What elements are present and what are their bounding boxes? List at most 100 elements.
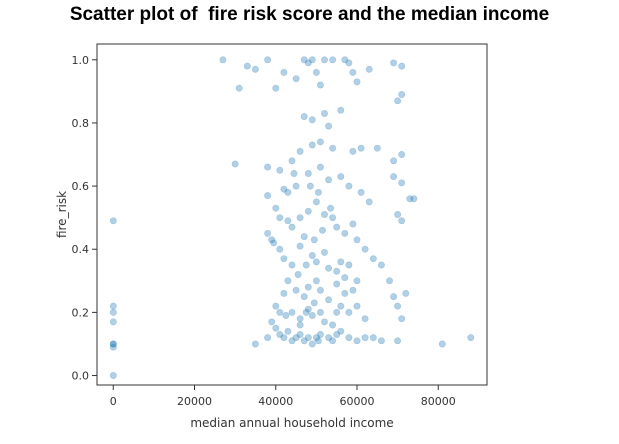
scatter-point	[284, 327, 292, 335]
scatter-point	[365, 198, 373, 206]
scatter-point	[282, 311, 290, 319]
x-axis-label: median annual household income	[190, 416, 393, 430]
scatter-point	[438, 340, 446, 348]
scatter-point	[337, 302, 345, 310]
scatter-point	[349, 68, 357, 76]
scatter-point	[365, 65, 373, 73]
scatter-point	[276, 308, 284, 316]
scatter-point	[341, 229, 349, 237]
scatter-point	[369, 334, 377, 342]
scatter-point	[292, 334, 300, 342]
scatter-point	[251, 65, 259, 73]
scatter-point	[357, 188, 365, 196]
scatter-point	[329, 337, 337, 345]
scatter-point	[308, 252, 316, 260]
plot-frame	[96, 43, 488, 386]
scatter-point	[264, 192, 272, 200]
scatter-point	[264, 334, 272, 342]
scatter-point	[341, 289, 349, 297]
scatter-point	[272, 324, 280, 332]
y-tick-label: 0.4	[72, 243, 90, 256]
scatter-point	[316, 286, 324, 294]
scatter-point	[268, 236, 276, 244]
scatter-point	[398, 217, 406, 225]
scatter-point	[357, 144, 365, 152]
scatter-point	[264, 163, 272, 171]
scatter-point	[304, 170, 312, 178]
scatter-point	[410, 195, 418, 203]
scatter-point	[316, 330, 324, 338]
scatter-point	[325, 264, 333, 272]
x-tick-label: 60000	[340, 395, 375, 408]
scatter-point	[109, 217, 117, 225]
data-points	[109, 56, 475, 379]
scatter-point	[308, 141, 316, 149]
scatter-point	[333, 223, 341, 231]
scatter-point	[398, 91, 406, 99]
scatter-point	[296, 330, 304, 338]
scatter-point	[320, 110, 328, 118]
scatter-point	[390, 293, 398, 301]
page-title: Scatter plot of fire risk score and the …	[69, 4, 550, 25]
scatter-point	[345, 334, 353, 342]
y-tick-label: 0.2	[72, 306, 90, 319]
scatter-point	[316, 163, 324, 171]
scatter-point	[361, 315, 369, 323]
scatter-point	[320, 248, 328, 256]
scatter-point	[394, 302, 402, 310]
x-tick-label: 0	[110, 395, 117, 408]
scatter-point	[345, 59, 353, 67]
scatter-point	[377, 261, 385, 269]
scatter-point	[280, 185, 288, 193]
scatter-point	[320, 211, 328, 219]
scatter-point	[327, 204, 335, 212]
scatter-point	[394, 337, 402, 345]
scatter-point	[304, 305, 312, 313]
scatter-point	[398, 151, 406, 159]
scatter-point	[316, 308, 324, 316]
scatter-point	[312, 277, 320, 285]
scatter-point	[398, 315, 406, 323]
y-tick-label: 0.6	[72, 180, 90, 193]
scatter-point	[272, 302, 280, 310]
scatter-point	[325, 296, 333, 304]
scatter-point	[219, 56, 227, 64]
x-tick-label: 40000	[258, 395, 293, 408]
scatter-point	[300, 56, 308, 64]
scatter-point	[235, 84, 243, 92]
scatter-point	[390, 59, 398, 67]
scatter-point	[304, 334, 312, 342]
scatter-point	[316, 81, 324, 89]
scatter-point	[308, 116, 316, 124]
y-tick-label: 0.0	[72, 370, 90, 383]
scatter-point	[316, 138, 324, 146]
scatter-point	[280, 334, 288, 342]
scatter-point	[302, 308, 310, 316]
scatter-point	[270, 239, 278, 247]
scatter-point	[398, 62, 406, 70]
scatter-point	[300, 337, 308, 345]
scatter-point	[272, 84, 280, 92]
scatter-point	[264, 229, 272, 237]
x-tick-label: 20000	[177, 395, 212, 408]
scatter-point	[337, 173, 345, 181]
scatter-point	[353, 277, 361, 285]
scatter-point	[296, 315, 304, 323]
scatter-point	[320, 56, 328, 64]
scatter-point	[109, 318, 117, 326]
scatter-point	[296, 214, 304, 222]
scatter-point	[288, 261, 296, 269]
scatter-point	[276, 214, 284, 222]
scatter-point	[251, 340, 259, 348]
scatter-point	[288, 337, 296, 345]
scatter-point	[314, 337, 322, 345]
scatter-point	[345, 261, 353, 269]
scatter-point	[325, 334, 333, 342]
scatter-point	[333, 267, 341, 275]
scatter-point	[312, 334, 320, 342]
scatter-point	[308, 56, 316, 64]
scatter-point	[300, 233, 308, 241]
scatter-point	[390, 157, 398, 165]
scatter-point	[337, 106, 345, 114]
